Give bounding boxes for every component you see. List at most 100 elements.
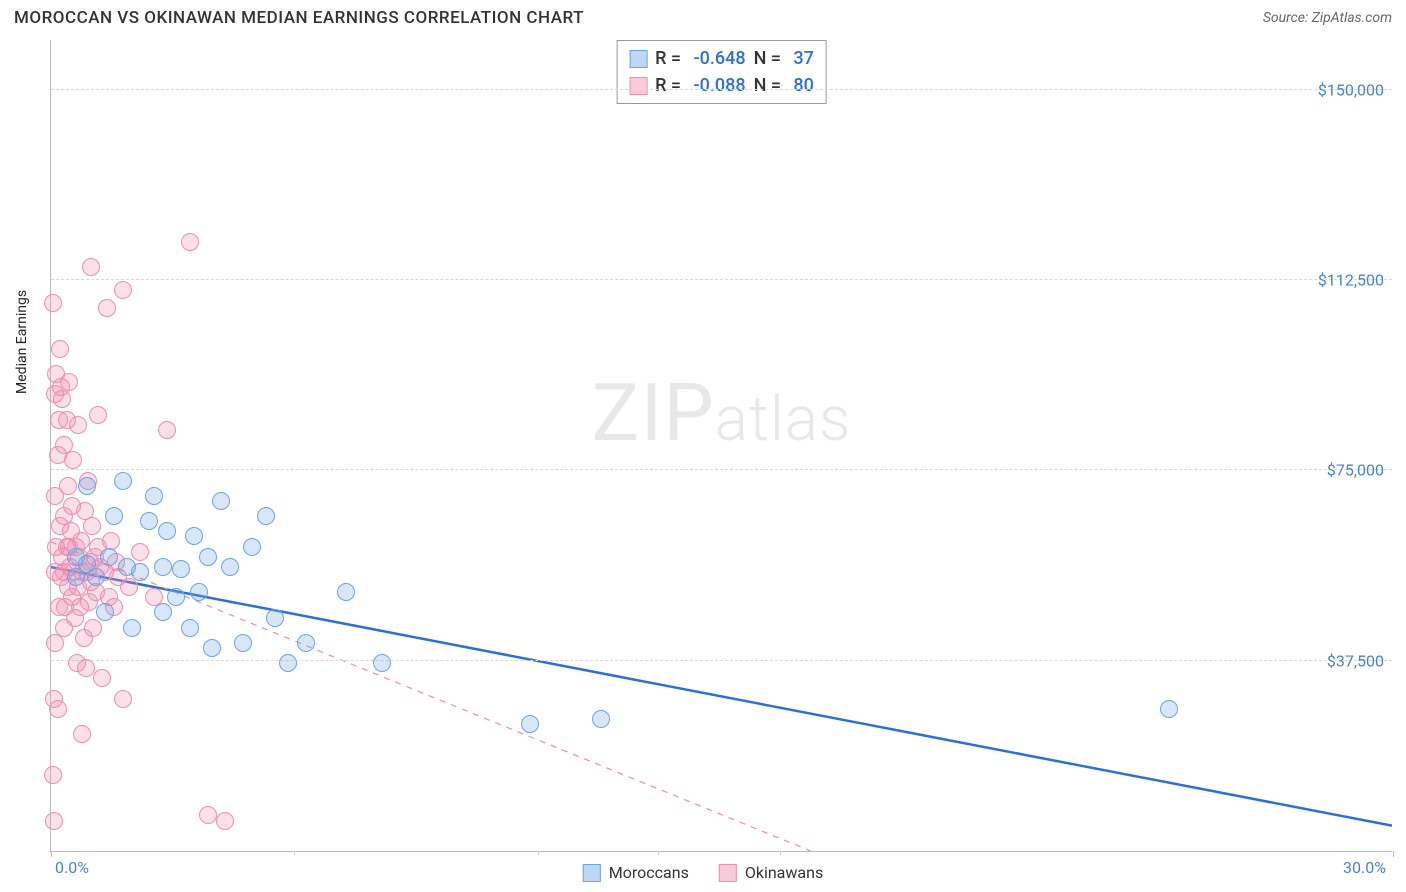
data-point bbox=[221, 558, 239, 576]
data-point bbox=[69, 416, 87, 434]
n-label: N = bbox=[754, 45, 786, 72]
data-point bbox=[167, 588, 185, 606]
x-minor-tick bbox=[658, 851, 659, 855]
trend-lines bbox=[51, 40, 1392, 851]
data-point bbox=[53, 390, 71, 408]
stats-box: R = -0.648 N = 37R = -0.088 N = 80 bbox=[616, 40, 827, 104]
data-point bbox=[114, 281, 132, 299]
data-point bbox=[172, 560, 190, 578]
data-point bbox=[145, 487, 163, 505]
data-point bbox=[93, 669, 111, 687]
y-tick-label: $37,500 bbox=[1327, 651, 1384, 670]
data-point bbox=[73, 725, 91, 743]
data-point bbox=[592, 710, 610, 728]
data-point bbox=[64, 451, 82, 469]
n-label: N = bbox=[754, 72, 786, 99]
data-point bbox=[44, 294, 62, 312]
data-point bbox=[114, 472, 132, 490]
x-major-tick bbox=[1393, 851, 1394, 857]
legend: Moroccans Okinawans bbox=[583, 863, 823, 882]
data-point bbox=[181, 233, 199, 251]
legend-swatch bbox=[583, 864, 601, 882]
data-point bbox=[83, 517, 101, 535]
x-minor-tick bbox=[294, 851, 295, 855]
data-point bbox=[279, 654, 297, 672]
title-row: MOROCCAN VS OKINAWAN MEDIAN EARNINGS COR… bbox=[0, 0, 1406, 34]
data-point bbox=[100, 548, 118, 566]
data-point bbox=[199, 548, 217, 566]
data-point bbox=[46, 634, 64, 652]
data-point bbox=[84, 619, 102, 637]
gridline bbox=[51, 89, 1392, 90]
chart-title: MOROCCAN VS OKINAWAN MEDIAN EARNINGS COR… bbox=[14, 8, 584, 28]
y-tick-label: $150,000 bbox=[1318, 80, 1384, 99]
data-point bbox=[59, 477, 77, 495]
watermark-zip: ZIP bbox=[592, 366, 715, 460]
legend-item: Moroccans bbox=[583, 863, 689, 882]
legend-swatch bbox=[629, 77, 647, 95]
legend-swatch bbox=[629, 50, 647, 68]
x-tick-label: 0.0% bbox=[55, 858, 89, 877]
watermark: ZIPatlas bbox=[592, 366, 852, 460]
source-credit: Source: ZipAtlas.com bbox=[1263, 10, 1392, 26]
data-point bbox=[181, 619, 199, 637]
data-point bbox=[158, 522, 176, 540]
data-point bbox=[96, 603, 114, 621]
data-point bbox=[78, 477, 96, 495]
data-point bbox=[203, 639, 221, 657]
data-point bbox=[98, 299, 116, 317]
r-label: R = bbox=[655, 72, 685, 99]
stats-row: R = -0.088 N = 80 bbox=[629, 72, 814, 99]
data-point bbox=[87, 568, 105, 586]
r-value: -0.088 bbox=[694, 72, 746, 99]
data-point bbox=[114, 690, 132, 708]
data-point bbox=[373, 654, 391, 672]
legend-item: Okinawans bbox=[719, 863, 823, 882]
data-point bbox=[266, 609, 284, 627]
x-major-tick bbox=[51, 851, 52, 857]
data-point bbox=[154, 603, 172, 621]
legend-label: Okinawans bbox=[745, 863, 823, 882]
legend-swatch bbox=[719, 864, 737, 882]
gridline bbox=[51, 469, 1392, 470]
data-point bbox=[154, 558, 172, 576]
data-point bbox=[243, 538, 261, 556]
data-point bbox=[257, 507, 275, 525]
data-point bbox=[216, 812, 234, 830]
n-value: 80 bbox=[793, 72, 813, 99]
y-tick-label: $112,500 bbox=[1318, 271, 1384, 290]
trend-line bbox=[51, 542, 811, 851]
plot-region: ZIPatlas R = -0.648 N = 37R = -0.088 N =… bbox=[50, 40, 1392, 852]
data-point bbox=[234, 634, 252, 652]
data-point bbox=[190, 583, 208, 601]
data-point bbox=[77, 659, 95, 677]
data-point bbox=[185, 527, 203, 545]
data-point bbox=[105, 507, 123, 525]
y-tick-label: $75,000 bbox=[1327, 461, 1384, 480]
stats-row: R = -0.648 N = 37 bbox=[629, 45, 814, 72]
x-tick-label: 30.0% bbox=[1343, 858, 1386, 877]
chart-area: Median Earnings ZIPatlas R = -0.648 N = … bbox=[30, 40, 1392, 852]
gridline bbox=[51, 660, 1392, 661]
trend-line bbox=[51, 567, 1392, 826]
data-point bbox=[131, 543, 149, 561]
x-minor-tick bbox=[780, 851, 781, 855]
data-point bbox=[1160, 700, 1178, 718]
data-point bbox=[521, 715, 539, 733]
y-axis-label: Median Earnings bbox=[14, 290, 30, 394]
data-point bbox=[89, 406, 107, 424]
legend-label: Moroccans bbox=[609, 863, 689, 882]
data-point bbox=[131, 563, 149, 581]
data-point bbox=[199, 806, 217, 824]
data-point bbox=[60, 373, 78, 391]
data-point bbox=[45, 812, 63, 830]
r-value: -0.648 bbox=[694, 45, 746, 72]
n-value: 37 bbox=[793, 45, 813, 72]
data-point bbox=[51, 340, 69, 358]
data-point bbox=[49, 700, 67, 718]
r-label: R = bbox=[655, 45, 685, 72]
data-point bbox=[123, 619, 141, 637]
data-point bbox=[297, 634, 315, 652]
data-point bbox=[82, 258, 100, 276]
data-point bbox=[158, 421, 176, 439]
